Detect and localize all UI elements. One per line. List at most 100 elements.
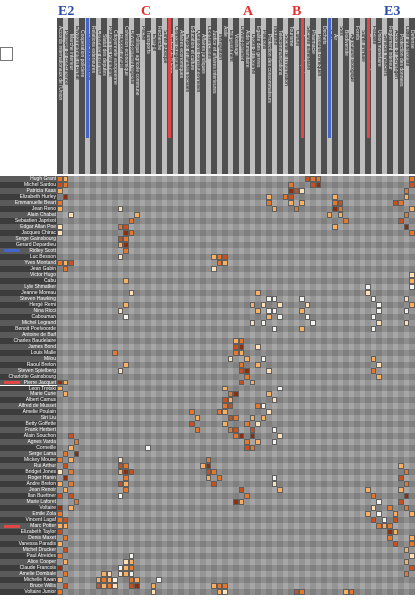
matrix-cell[interactable] — [117, 481, 124, 488]
row-header[interactable]: Alain Chabat — [0, 211, 57, 218]
row-header[interactable]: Corneille — [0, 445, 57, 452]
matrix-cell[interactable] — [244, 445, 250, 452]
matrix-cell[interactable] — [365, 487, 371, 494]
matrix-cell[interactable] — [117, 469, 124, 476]
matrix-cell[interactable] — [332, 193, 338, 200]
matrix-cell[interactable] — [128, 559, 135, 566]
column-header[interactable]: Egalite des genres — [255, 18, 261, 174]
matrix-cell[interactable] — [189, 409, 195, 416]
row-header[interactable]: Siri Liu — [0, 415, 57, 422]
matrix-cell[interactable] — [62, 181, 68, 188]
matrix-cell[interactable] — [123, 565, 129, 572]
matrix-cell[interactable] — [370, 355, 377, 362]
matrix-cell[interactable] — [387, 505, 393, 512]
row-header[interactable]: Gerard Depardieu — [0, 241, 57, 248]
matrix-cell[interactable] — [62, 265, 68, 272]
matrix-cell[interactable] — [398, 487, 404, 494]
matrix-cell[interactable] — [370, 517, 377, 524]
matrix-cell[interactable] — [260, 403, 267, 410]
matrix-cell[interactable] — [123, 571, 129, 578]
column-header[interactable]: Cooperation policiere — [79, 18, 85, 174]
matrix-cell[interactable] — [128, 229, 135, 236]
matrix-cell[interactable] — [222, 259, 228, 266]
matrix-cell[interactable] — [365, 283, 371, 290]
matrix-cell[interactable] — [194, 427, 201, 434]
row-header[interactable]: Frank Herbert — [0, 427, 57, 434]
matrix-cell[interactable] — [57, 511, 63, 518]
column-header[interactable]: Sante animale — [359, 18, 366, 174]
matrix-cell[interactable] — [123, 361, 129, 368]
matrix-cell[interactable] — [376, 361, 382, 368]
row-header[interactable]: Bruce Willis — [0, 583, 57, 589]
matrix-cell[interactable] — [266, 409, 272, 416]
matrix-cell[interactable] — [238, 343, 245, 350]
column-header[interactable]: Energie — [150, 18, 157, 174]
matrix-cell[interactable] — [403, 469, 410, 476]
column-header[interactable]: Services financiers — [381, 18, 388, 174]
matrix-cell[interactable] — [123, 247, 129, 254]
matrix-cell[interactable] — [299, 307, 305, 314]
matrix-cell[interactable] — [128, 571, 135, 578]
matrix-cell[interactable] — [387, 535, 393, 542]
row-header[interactable]: Amelie Poulain — [0, 409, 57, 416]
matrix-cell[interactable] — [365, 511, 371, 518]
row-header[interactable]: Amelie Dombale — [0, 571, 57, 578]
matrix-cell[interactable] — [128, 217, 135, 224]
matrix-cell[interactable] — [260, 301, 267, 308]
matrix-cell[interactable] — [392, 199, 399, 206]
matrix-cell[interactable] — [57, 481, 63, 488]
matrix-cell[interactable] — [376, 373, 382, 380]
column-header[interactable]: Recherche — [156, 18, 162, 174]
matrix-cell[interactable] — [68, 259, 74, 266]
matrix-cell[interactable] — [398, 499, 404, 506]
matrix-cell[interactable] — [57, 589, 63, 595]
row-header[interactable]: Emmanuelle Beart — [0, 199, 57, 206]
matrix-cell[interactable] — [57, 493, 63, 500]
matrix-cell[interactable] — [244, 373, 250, 380]
column-header[interactable]: Defense — [409, 18, 415, 174]
matrix-cell[interactable] — [62, 547, 68, 554]
column-header[interactable]: Biodiversite — [343, 18, 349, 174]
row-header[interactable]: Bridget Jones — [0, 469, 57, 476]
matrix-cell[interactable] — [57, 469, 63, 476]
matrix-cell[interactable] — [227, 415, 234, 422]
matrix-cell[interactable] — [271, 325, 278, 332]
matrix-cell[interactable] — [409, 511, 415, 518]
matrix-cell[interactable] — [68, 445, 74, 452]
column-header[interactable]: Droits fondamentaux — [84, 18, 91, 174]
matrix-cell[interactable] — [403, 547, 410, 554]
row-header[interactable]: Elizabeth Hurley — [0, 193, 57, 200]
matrix-cell[interactable] — [62, 451, 68, 458]
row-header[interactable]: Alain Souchon — [0, 433, 57, 440]
matrix-cell[interactable] — [409, 535, 415, 542]
matrix-cell[interactable] — [403, 187, 410, 194]
matrix-cell[interactable] — [238, 499, 245, 506]
matrix-cell[interactable] — [365, 289, 371, 296]
column-header[interactable]: Questions constitutionnelles — [194, 18, 201, 174]
row-header[interactable]: Betty Goffette — [0, 421, 57, 428]
matrix-cell[interactable] — [387, 523, 393, 530]
matrix-cell[interactable] — [260, 415, 267, 422]
matrix-cell[interactable] — [392, 517, 399, 524]
matrix-cell[interactable] — [255, 289, 261, 296]
row-header[interactable]: Sebastien Japrisot — [0, 217, 57, 224]
matrix-cell[interactable] — [222, 583, 228, 589]
matrix-cell[interactable] — [68, 505, 74, 512]
matrix-cell[interactable] — [238, 367, 245, 374]
row-header[interactable]: Cabouman — [0, 313, 57, 320]
matrix-cell[interactable] — [73, 451, 80, 458]
matrix-cell[interactable] — [409, 553, 415, 560]
matrix-cell[interactable] — [233, 391, 239, 398]
matrix-cell[interactable] — [409, 229, 415, 236]
matrix-cell[interactable] — [62, 571, 68, 578]
matrix-cell[interactable] — [266, 391, 272, 398]
matrix-cell[interactable] — [244, 367, 250, 374]
matrix-cell[interactable] — [189, 421, 195, 428]
matrix-cell[interactable] — [409, 565, 415, 572]
matrix-cell[interactable] — [128, 583, 135, 589]
matrix-cell[interactable] — [293, 205, 300, 212]
column-header[interactable]: Petitions — [260, 18, 267, 174]
matrix-cell[interactable] — [288, 181, 294, 188]
row-header[interactable]: Milou — [0, 355, 57, 362]
matrix-cell[interactable] — [57, 187, 63, 194]
